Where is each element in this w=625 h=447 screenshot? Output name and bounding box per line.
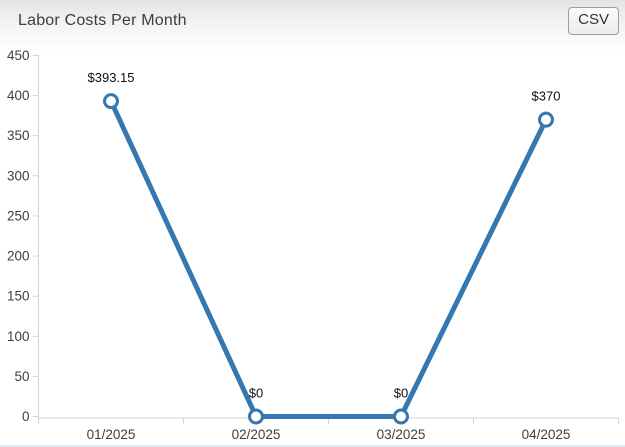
chart-title: Labor Costs Per Month [18, 12, 187, 29]
x-tick-label: 04/2025 [522, 427, 571, 442]
data-point[interactable] [393, 408, 409, 425]
y-tick-label: 0 [22, 409, 30, 424]
data-point-label: $370 [532, 89, 561, 104]
data-point-label: $0 [394, 386, 408, 401]
x-tick-label: 02/2025 [232, 427, 281, 442]
y-tick-label: 50 [14, 369, 29, 384]
data-point-label: $393.15 [88, 70, 135, 85]
y-tick-label: 400 [7, 88, 30, 103]
x-tick-label: 03/2025 [377, 427, 426, 442]
data-point[interactable] [103, 93, 119, 110]
y-tick-label: 450 [7, 48, 30, 63]
line-chart: 0 50 100 150 200 250 300 350 400 450 01/2025 02/202… [7, 48, 619, 442]
y-tick-label: 200 [7, 249, 30, 264]
data-point[interactable] [248, 408, 264, 425]
y-tick-label: 350 [7, 128, 30, 143]
y-tick-label: 100 [7, 329, 30, 344]
y-tick-label: 300 [7, 168, 30, 183]
x-tick-label: 01/2025 [87, 427, 136, 442]
panel-bottom-edge [0, 445, 625, 447]
y-tick-label: 150 [7, 289, 30, 304]
y-tick-label: 250 [7, 208, 30, 223]
data-point[interactable] [538, 111, 554, 128]
csv-export-button[interactable]: CSV [568, 7, 619, 35]
data-point-label: $0 [249, 386, 263, 401]
panel-header: Labor Costs Per Month CSV [0, 0, 625, 45]
chart-line [108, 100, 549, 419]
